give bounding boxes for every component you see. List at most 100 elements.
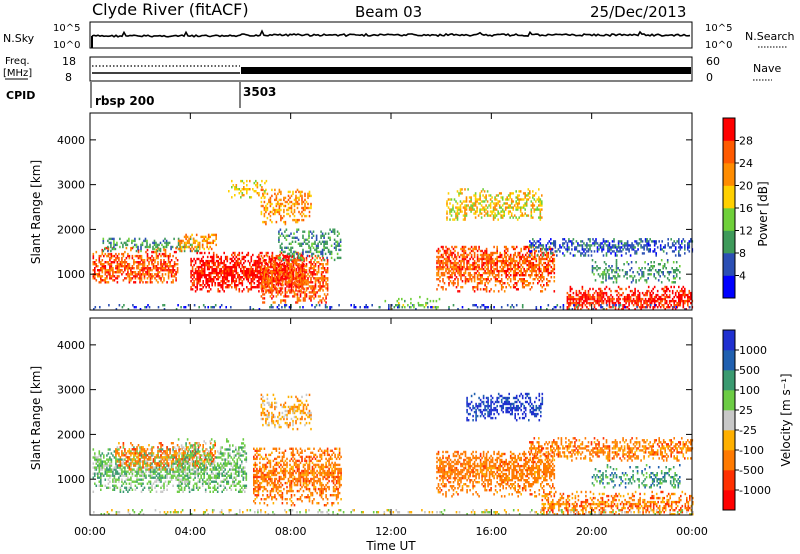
power-cell-35 bbox=[98, 254, 101, 258]
power-cell-974 bbox=[228, 271, 230, 275]
power-cell-4443 bbox=[661, 297, 663, 301]
power-cell-800 bbox=[205, 286, 207, 289]
power-cell-2183 bbox=[321, 232, 324, 235]
power-cell-69 bbox=[104, 261, 107, 264]
power-cell-4661 bbox=[641, 267, 643, 270]
power-cell-4121 bbox=[574, 308, 576, 311]
power-cell-1646 bbox=[277, 256, 279, 260]
power-cell-4516 bbox=[679, 293, 682, 297]
power-cell-3867 bbox=[592, 242, 594, 245]
power-cell-4204 bbox=[593, 291, 596, 295]
power-cell-1797 bbox=[296, 259, 299, 262]
power-cell-2320 bbox=[278, 198, 281, 202]
power-cell-4596 bbox=[606, 269, 609, 272]
power-cell-4400 bbox=[649, 297, 651, 301]
power-cell-1068 bbox=[241, 282, 244, 285]
power-cell-2547 bbox=[442, 280, 444, 283]
power-cell-4243 bbox=[602, 293, 605, 297]
power-cell-156 bbox=[119, 263, 122, 266]
power-cell-2417 bbox=[302, 206, 305, 210]
power-cell-2671 bbox=[457, 251, 459, 255]
power-cell-2848 bbox=[481, 257, 483, 261]
power-cell-1634 bbox=[275, 267, 278, 270]
power-cell-1843 bbox=[302, 283, 305, 286]
power-cell-620 bbox=[180, 239, 183, 243]
power-cell-1648 bbox=[278, 291, 281, 294]
power-cell-2259 bbox=[263, 208, 266, 212]
power-cell-4880 bbox=[568, 308, 571, 311]
power-cell-1719 bbox=[286, 259, 288, 262]
power-cell-526 bbox=[140, 249, 142, 253]
power-cell-3297 bbox=[543, 276, 545, 279]
power-cell-3389 bbox=[452, 208, 454, 211]
power-cell-784 bbox=[202, 269, 204, 273]
power-cell-4814 bbox=[363, 306, 366, 309]
power-cell-4925 bbox=[417, 301, 420, 305]
power-cell-4741 bbox=[108, 304, 110, 307]
power-cell-182 bbox=[125, 267, 128, 270]
power-cell-68 bbox=[104, 265, 107, 268]
power-cell-2017 bbox=[325, 301, 327, 304]
power-cell-4250 bbox=[605, 299, 608, 303]
power-cell-3037 bbox=[506, 267, 509, 271]
power-cell-3322 bbox=[547, 284, 550, 287]
power-cell-3122 bbox=[518, 265, 521, 269]
power-cell-64 bbox=[104, 273, 107, 276]
power-cell-621 bbox=[182, 239, 184, 243]
power-cell-4127 bbox=[575, 301, 578, 305]
power-cell-983 bbox=[229, 265, 232, 269]
power-cell-3422 bbox=[461, 210, 463, 213]
power-cell-4697 bbox=[659, 263, 661, 266]
power-cell-4431 bbox=[656, 289, 659, 293]
power-cell-2153 bbox=[314, 258, 316, 262]
power-cell-2537 bbox=[440, 271, 443, 275]
power-cell-3195 bbox=[528, 253, 530, 257]
power-cell-1030 bbox=[235, 269, 238, 273]
power-cell-2247 bbox=[260, 204, 263, 208]
power-cell-415 bbox=[164, 248, 167, 252]
power-cell-757 bbox=[199, 280, 201, 283]
power-cell-3570 bbox=[498, 204, 501, 207]
power-cell-1956 bbox=[316, 273, 318, 276]
power-cell-3727 bbox=[541, 204, 543, 207]
power-cell-383 bbox=[160, 263, 162, 266]
power-cell-3152 bbox=[523, 286, 525, 289]
power-cell-3766 bbox=[545, 246, 548, 249]
power-cell-4566 bbox=[591, 259, 594, 262]
power-cell-3585 bbox=[501, 196, 504, 199]
power-cell-1688 bbox=[283, 265, 285, 268]
power-cell-3243 bbox=[534, 249, 536, 253]
power-cell-4767 bbox=[202, 304, 205, 307]
power-cell-4610 bbox=[612, 269, 615, 272]
power-cell-2380 bbox=[295, 218, 297, 222]
power-cell-2707 bbox=[463, 271, 465, 275]
power-cell-3462 bbox=[471, 206, 474, 209]
power-cell-425 bbox=[167, 269, 170, 272]
power-cell-3403 bbox=[456, 212, 459, 215]
power-cell-1551 bbox=[265, 289, 267, 292]
power-cell-2379 bbox=[295, 220, 297, 224]
power-cell-3260 bbox=[538, 280, 541, 283]
power-cell-4233 bbox=[601, 299, 603, 303]
power-cell-768 bbox=[200, 284, 203, 287]
power-cell-3942 bbox=[620, 246, 623, 249]
power-cell-1191 bbox=[258, 261, 260, 265]
power-cell-2925 bbox=[490, 251, 492, 255]
power-cell-3282 bbox=[540, 249, 542, 253]
power-cell-2997 bbox=[500, 255, 503, 259]
freq-tick-top: 18 bbox=[62, 55, 76, 68]
power-cell-3013 bbox=[503, 261, 506, 265]
power-cell-4637 bbox=[626, 261, 628, 264]
power-cell-357 bbox=[155, 254, 158, 258]
power-cell-1086 bbox=[243, 257, 245, 261]
power-cell-4505 bbox=[678, 299, 680, 303]
power-cell-1739 bbox=[289, 271, 291, 274]
power-cell-941 bbox=[223, 263, 225, 267]
power-cell-4296 bbox=[620, 293, 623, 297]
power-cell-2087 bbox=[293, 254, 295, 258]
power-cell-1394 bbox=[288, 286, 290, 289]
power-cell-2088 bbox=[293, 252, 295, 256]
power-cell-3752 bbox=[538, 244, 540, 247]
power-cell-4332 bbox=[631, 299, 633, 303]
power-cell-1641 bbox=[277, 275, 279, 278]
